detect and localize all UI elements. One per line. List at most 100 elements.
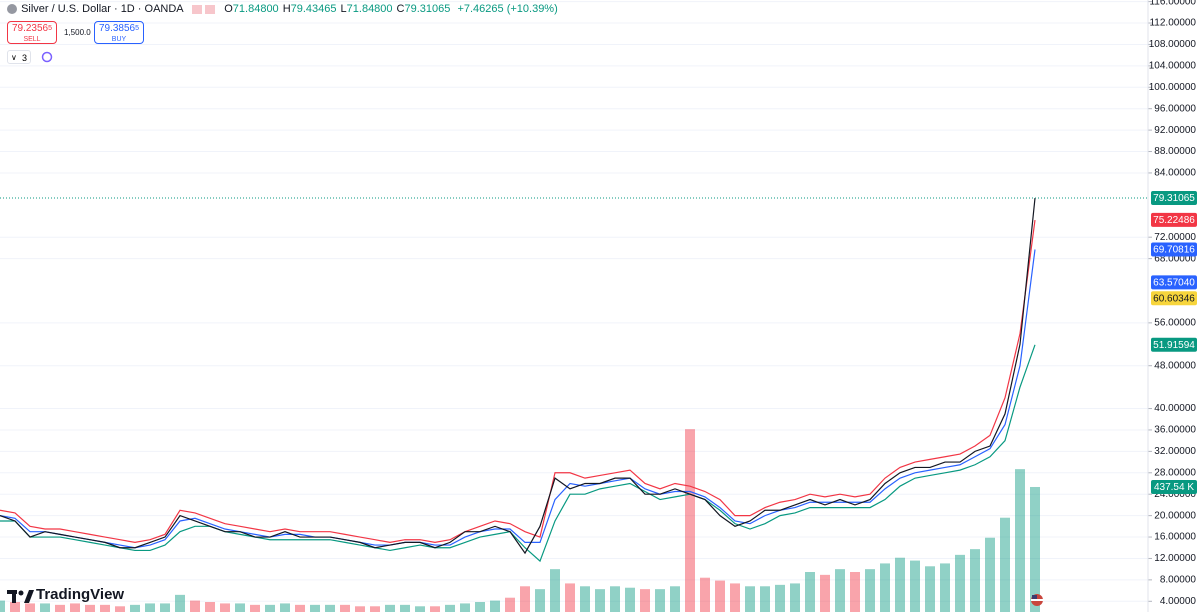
volume-bar bbox=[280, 603, 290, 612]
volume-bar bbox=[925, 566, 935, 612]
sell-digit: 5 bbox=[48, 25, 53, 32]
volume-bar bbox=[895, 557, 905, 612]
price-badge bbox=[1151, 242, 1197, 257]
flag-icon bbox=[1031, 594, 1043, 606]
y-tick-label: 92.00000 bbox=[1154, 125, 1196, 136]
volume-bar bbox=[520, 586, 530, 612]
y-tick-label: 108.00000 bbox=[1149, 39, 1197, 50]
logo-icon bbox=[7, 590, 34, 603]
ohlc-value: 71.84800 bbox=[232, 3, 279, 15]
volume-bar bbox=[25, 603, 35, 612]
volume-bar bbox=[700, 577, 710, 612]
volume-bar bbox=[550, 569, 560, 612]
buy-label: BUY bbox=[111, 36, 127, 43]
volume-bar bbox=[715, 580, 725, 612]
buy-price: 79.3856 bbox=[98, 23, 136, 34]
volume-bar bbox=[595, 589, 605, 612]
y-tick-label: 32.00000 bbox=[1154, 446, 1196, 457]
volume-bar bbox=[940, 563, 950, 612]
volume-bar bbox=[175, 594, 185, 612]
volume-bar bbox=[685, 429, 695, 612]
volume-bar bbox=[295, 604, 305, 612]
volume-bar bbox=[70, 603, 80, 612]
y-tick-label: 112.00000 bbox=[1149, 18, 1196, 29]
buy-digit: 5 bbox=[135, 25, 140, 32]
ohlc-value: 71.84800 bbox=[346, 3, 393, 15]
volume-bar bbox=[445, 604, 455, 612]
volume-bar bbox=[55, 604, 65, 612]
y-tick-label: 20.00000 bbox=[1154, 510, 1196, 521]
volume-bar bbox=[655, 589, 665, 612]
volume-bar bbox=[205, 602, 215, 612]
volume-bar bbox=[310, 604, 320, 612]
volume-bar bbox=[10, 602, 20, 612]
header: Silver / U.S. Dollar · 1D · OANDA O71.84… bbox=[6, 3, 562, 15]
price-badge bbox=[1151, 191, 1197, 206]
y-tick-label: 56.00000 bbox=[1154, 318, 1196, 329]
y-tick-label: 96.00000 bbox=[1154, 103, 1196, 114]
volume-bar bbox=[430, 606, 440, 612]
price-badge bbox=[1151, 479, 1197, 494]
volume-bar bbox=[580, 586, 590, 612]
y-tick-label: 40.00000 bbox=[1154, 403, 1196, 414]
volume-bar bbox=[625, 587, 635, 612]
buy-button[interactable]: 79.38565 BUY bbox=[94, 21, 144, 44]
y-tick-label: 68.00000 bbox=[1154, 253, 1196, 264]
volume-bar bbox=[880, 563, 890, 612]
volume-bar bbox=[190, 600, 200, 612]
volume-bar bbox=[745, 586, 755, 612]
volume-bar bbox=[370, 606, 380, 612]
y-tick-label: 48.00000 bbox=[1154, 360, 1196, 371]
ohlc-value: 79.43465 bbox=[290, 3, 337, 15]
volume-bar bbox=[835, 569, 845, 612]
y-tick-label: 72.00000 bbox=[1154, 232, 1196, 243]
price-badge bbox=[1151, 291, 1197, 306]
refresh-icon[interactable] bbox=[40, 50, 54, 64]
y-tick-label: 116.00000 bbox=[1149, 0, 1196, 7]
price-badge-label: 79.31065 bbox=[1153, 193, 1195, 204]
volume-bar bbox=[985, 537, 995, 612]
volume-bar bbox=[160, 603, 170, 612]
volume-bar bbox=[475, 602, 485, 612]
volume-bar bbox=[100, 604, 110, 612]
volume-bar bbox=[820, 574, 830, 612]
volume-bar bbox=[670, 586, 680, 612]
symbol[interactable]: Silver / U.S. Dollar · 1D · OANDA bbox=[21, 3, 184, 15]
sell-label: SELL bbox=[23, 36, 41, 43]
y-tick-label: 28.00000 bbox=[1154, 467, 1196, 478]
volume-bar bbox=[220, 603, 230, 612]
y-tick-label: 104.00000 bbox=[1149, 60, 1197, 71]
price-badge-label: 63.57040 bbox=[1153, 277, 1195, 288]
sell-button[interactable]: 79.23565 SELL bbox=[7, 21, 57, 44]
volume-bar bbox=[790, 583, 800, 612]
volume-bar bbox=[490, 600, 500, 612]
ohlc-label: O bbox=[224, 3, 233, 15]
price-line bbox=[0, 198, 1036, 555]
indicators-toggle[interactable]: ∨ 3 bbox=[7, 50, 31, 64]
price-badge bbox=[1151, 275, 1197, 290]
chevron: ∨ bbox=[11, 53, 17, 62]
volume-bar bbox=[460, 603, 470, 612]
volume-bar bbox=[130, 604, 140, 612]
volume-bar bbox=[865, 569, 875, 612]
price-badge-label: 75.22486 bbox=[1153, 215, 1195, 226]
volume-bar bbox=[730, 583, 740, 612]
indicators-count: 3 bbox=[21, 53, 27, 63]
y-tick-label: 4.00000 bbox=[1160, 596, 1197, 607]
volume-bar bbox=[775, 584, 785, 612]
y-tick-label: 84.00000 bbox=[1154, 168, 1196, 179]
volume-bar bbox=[340, 604, 350, 612]
price-badge-label: 69.70816 bbox=[1153, 245, 1195, 256]
volume-bar bbox=[85, 604, 95, 612]
ohlc-label: H bbox=[282, 3, 291, 15]
volume-bar bbox=[955, 554, 965, 612]
volume-bar bbox=[535, 589, 545, 612]
volume-bar bbox=[145, 603, 155, 612]
icon[interactable] bbox=[205, 4, 216, 14]
price-line bbox=[0, 219, 1036, 544]
volume-bar bbox=[325, 604, 335, 612]
quantity[interactable]: 1,500.0 bbox=[64, 28, 91, 37]
icon[interactable] bbox=[192, 4, 203, 14]
